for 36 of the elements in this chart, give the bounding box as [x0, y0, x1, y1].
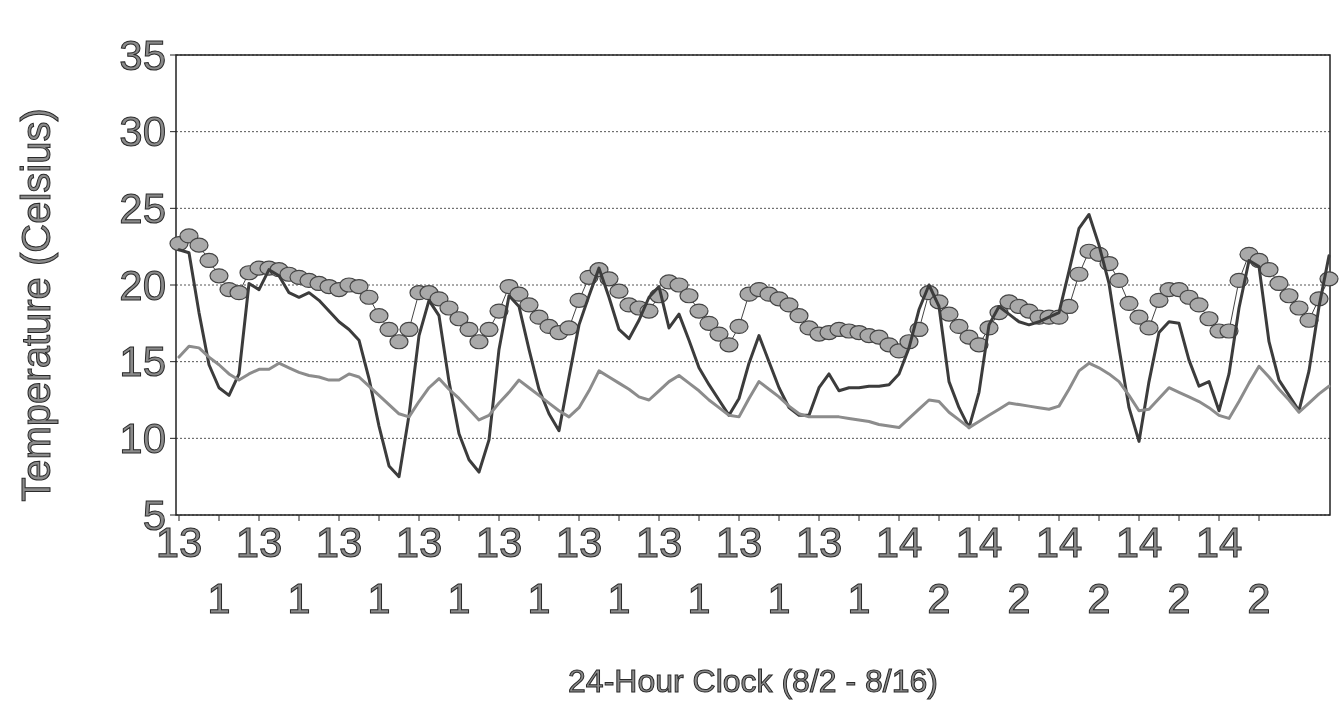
x-tick-label: 2 — [1087, 575, 1111, 622]
x-tick-label: 13 — [315, 519, 363, 566]
x-tick-label: 2 — [1167, 575, 1191, 622]
x-tick-label: 1 — [447, 575, 471, 622]
y-tick-label: 35 — [119, 31, 166, 79]
x-tick-label: 13 — [395, 519, 443, 566]
x-tick-label: 13 — [635, 519, 683, 566]
x-tick-label: 1 — [767, 575, 791, 622]
x-tick-label: 2 — [927, 575, 951, 622]
x-tick-label: 14 — [1195, 519, 1243, 566]
y-axis-title: Temperature (Celsius) — [14, 108, 58, 502]
x-tick-label: 13 — [715, 519, 763, 566]
line-series — [177, 344, 1331, 430]
x-tick-label: 2 — [1007, 575, 1031, 622]
x-tick-label: 13 — [555, 519, 603, 566]
x-tick-label: 14 — [875, 519, 923, 566]
x-tick-label: 1 — [847, 575, 871, 622]
x-tick-label: 13 — [475, 519, 523, 566]
x-axis-title: 24-Hour Clock (8/2 - 8/16) — [568, 663, 938, 699]
x-tick-label: 1 — [287, 575, 311, 622]
x-tick-label: 1 — [687, 575, 711, 622]
x-tick-label: 1 — [207, 575, 231, 622]
y-tick-label: 15 — [119, 338, 166, 386]
y-tick-label: 10 — [119, 415, 166, 463]
x-tick-label: 1 — [607, 575, 631, 622]
x-tick-label: 13 — [795, 519, 843, 566]
x-tick-label: 1 — [367, 575, 391, 622]
x-tick-label: 13 — [235, 519, 283, 566]
y-tick-label: 20 — [119, 261, 166, 309]
y-tick-label: 25 — [119, 185, 166, 233]
x-tick-label: 1 — [527, 575, 551, 622]
x-tick-label: 2 — [1247, 575, 1271, 622]
x-tick-label: 14 — [1035, 519, 1083, 566]
y-tick-label: 30 — [119, 108, 166, 156]
x-tick-label: 14 — [955, 519, 1003, 566]
x-tick-label: 14 — [1115, 519, 1163, 566]
